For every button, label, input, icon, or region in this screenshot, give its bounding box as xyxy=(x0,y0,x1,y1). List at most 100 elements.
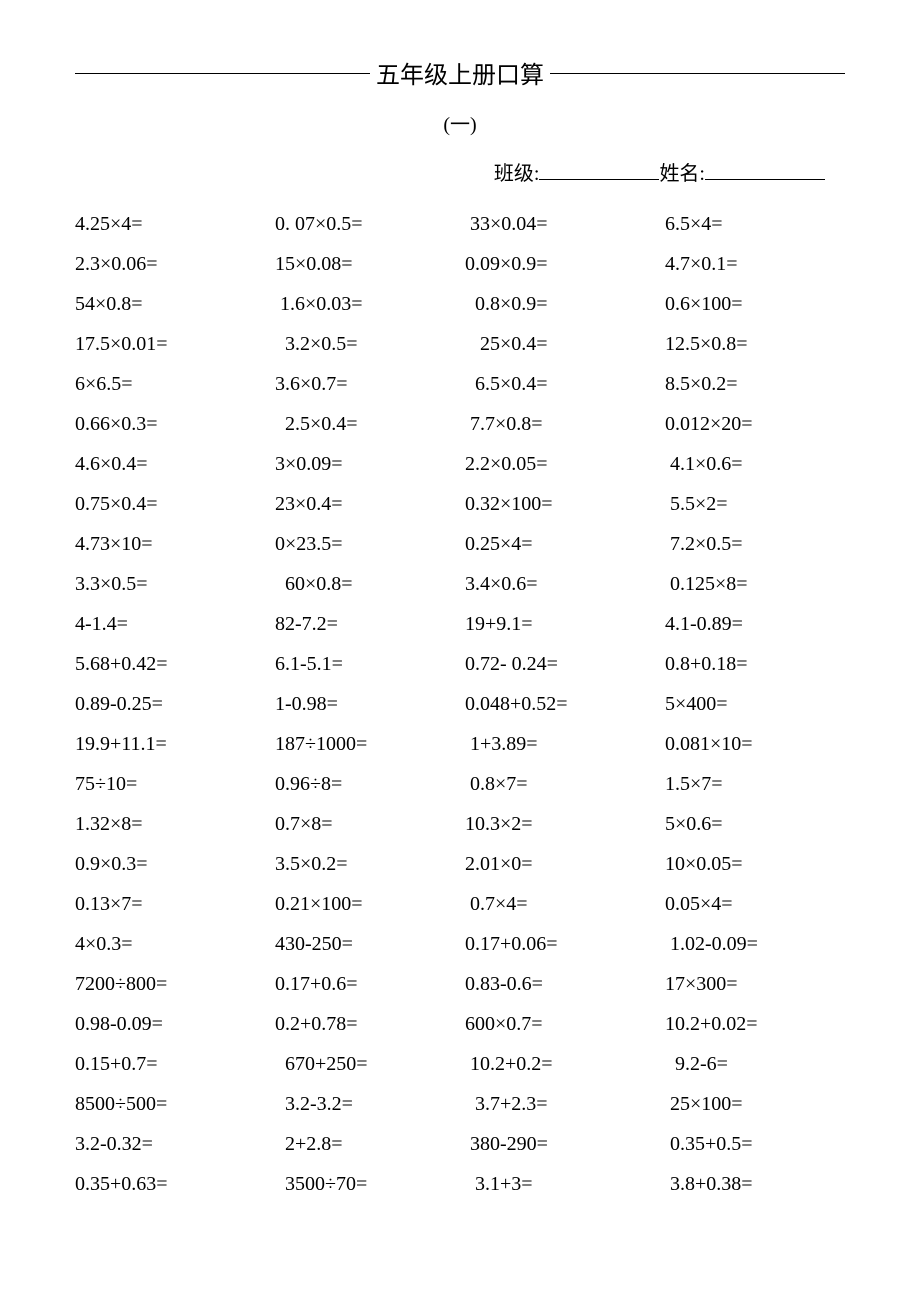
problem-row: 19.9+11.1=187÷1000= 1+3.89=0.081×10= xyxy=(75,724,845,764)
problem-cell: 0.8×7= xyxy=(465,764,665,804)
problem-cell: 19+9.1= xyxy=(465,604,665,644)
problem-cell: 0.6×100= xyxy=(665,284,845,324)
problem-row: 0.13×7=0.21×100= 0.7×4=0.05×4= xyxy=(75,884,845,924)
problem-cell: 0.081×10= xyxy=(665,724,845,764)
problem-cell: 25×0.4= xyxy=(465,324,665,364)
problem-cell: 1-0.98= xyxy=(275,684,465,724)
problem-cell: 0.05×4= xyxy=(665,884,845,924)
class-blank xyxy=(539,159,659,180)
problem-cell: 2+2.8= xyxy=(275,1124,465,1164)
problem-cell: 60×0.8= xyxy=(275,564,465,604)
problem-cell: 0.25×4= xyxy=(465,524,665,564)
problem-cell: 600×0.7= xyxy=(465,1004,665,1044)
problem-cell: 4.1×0.6= xyxy=(665,444,845,484)
problem-cell: 2.01×0= xyxy=(465,844,665,884)
problem-cell: 1.5×7= xyxy=(665,764,845,804)
problem-cell: 1+3.89= xyxy=(465,724,665,764)
problem-cell: 3.8+0.38= xyxy=(665,1164,845,1204)
class-label: 班级: xyxy=(494,157,540,186)
problems-grid: 4.25×4=0. 07×0.5= 33×0.04=6.5×4=2.3×0.06… xyxy=(75,204,845,1204)
worksheet-page: 五年级上册口算 (一) 班级: 姓名: 4.25×4=0. 07×0.5= 33… xyxy=(0,0,920,1244)
problem-cell: 10.2+0.02= xyxy=(665,1004,845,1044)
problem-cell: 17.5×0.01= xyxy=(75,324,275,364)
problem-cell: 0.15+0.7= xyxy=(75,1044,275,1084)
problem-cell: 3.7+2.3= xyxy=(465,1084,665,1124)
problem-row: 17.5×0.01= 3.2×0.5= 25×0.4=12.5×0.8= xyxy=(75,324,845,364)
problem-cell: 10.3×2= xyxy=(465,804,665,844)
problem-cell: 0.35+0.5= xyxy=(665,1124,845,1164)
problem-row: 0.98-0.09=0.2+0.78=600×0.7=10.2+0.02= xyxy=(75,1004,845,1044)
problem-cell: 3.3×0.5= xyxy=(75,564,275,604)
problem-cell: 3.4×0.6= xyxy=(465,564,665,604)
problem-cell: 4-1.4= xyxy=(75,604,275,644)
problem-cell: 3.1+3= xyxy=(465,1164,665,1204)
title-rule-right xyxy=(550,72,845,74)
problem-cell: 1.32×8= xyxy=(75,804,275,844)
problem-cell: 3.2-0.32= xyxy=(75,1124,275,1164)
problem-cell: 8.5×0.2= xyxy=(665,364,845,404)
problem-row: 4.25×4=0. 07×0.5= 33×0.04=6.5×4= xyxy=(75,204,845,244)
problem-cell: 0.125×8= xyxy=(665,564,845,604)
header-fields: 班级: 姓名: xyxy=(75,157,845,186)
problem-cell: 0.17+0.06= xyxy=(465,924,665,964)
problem-cell: 12.5×0.8= xyxy=(665,324,845,364)
problem-row: 3.3×0.5= 60×0.8=3.4×0.6= 0.125×8= xyxy=(75,564,845,604)
problem-cell: 6×6.5= xyxy=(75,364,275,404)
problem-row: 6×6.5=3.6×0.7= 6.5×0.4=8.5×0.2= xyxy=(75,364,845,404)
problem-cell: 4.73×10= xyxy=(75,524,275,564)
problem-row: 8500÷500= 3.2-3.2= 3.7+2.3= 25×100= xyxy=(75,1084,845,1124)
problem-cell: 6.5×0.4= xyxy=(465,364,665,404)
problem-cell: 25×100= xyxy=(665,1084,845,1124)
problem-cell: 0.7×4= xyxy=(465,884,665,924)
problem-cell: 8500÷500= xyxy=(75,1084,275,1124)
problem-cell: 3.5×0.2= xyxy=(275,844,465,884)
problem-cell: 7.2×0.5= xyxy=(665,524,845,564)
problem-cell: 0.75×0.4= xyxy=(75,484,275,524)
problem-cell: 4.6×0.4= xyxy=(75,444,275,484)
problem-row: 7200÷800=0.17+0.6=0.83-0.6=17×300= xyxy=(75,964,845,1004)
problem-cell: 0. 07×0.5= xyxy=(275,204,465,244)
problem-cell: 5.5×2= xyxy=(665,484,845,524)
problem-cell: 2.2×0.05= xyxy=(465,444,665,484)
problem-row: 75÷10=0.96÷8= 0.8×7=1.5×7= xyxy=(75,764,845,804)
problem-cell: 3.2-3.2= xyxy=(275,1084,465,1124)
name-label: 姓名: xyxy=(659,157,705,186)
problem-row: 54×0.8= 1.6×0.03= 0.8×0.9=0.6×100= xyxy=(75,284,845,324)
problem-cell: 2.3×0.06= xyxy=(75,244,275,284)
problem-cell: 0.32×100= xyxy=(465,484,665,524)
problem-cell: 0.9×0.3= xyxy=(75,844,275,884)
problem-cell: 0.98-0.09= xyxy=(75,1004,275,1044)
problem-cell: 10.2+0.2= xyxy=(465,1044,665,1084)
problem-row: 5.68+0.42=6.1-5.1=0.72- 0.24=0.8+0.18= xyxy=(75,644,845,684)
problem-cell: 5×0.6= xyxy=(665,804,845,844)
problem-row: 0.66×0.3= 2.5×0.4= 7.7×0.8=0.012×20= xyxy=(75,404,845,444)
problem-cell: 9.2-6= xyxy=(665,1044,845,1084)
problem-cell: 3.2×0.5= xyxy=(275,324,465,364)
problem-cell: 19.9+11.1= xyxy=(75,724,275,764)
problem-row: 0.75×0.4=23×0.4=0.32×100= 5.5×2= xyxy=(75,484,845,524)
title-row: 五年级上册口算 xyxy=(75,55,845,90)
problem-cell: 0.012×20= xyxy=(665,404,845,444)
problem-cell: 0.17+0.6= xyxy=(275,964,465,1004)
problem-row: 2.3×0.06=15×0.08=0.09×0.9=4.7×0.1= xyxy=(75,244,845,284)
problem-cell: 10×0.05= xyxy=(665,844,845,884)
problem-cell: 4.7×0.1= xyxy=(665,244,845,284)
problem-cell: 82-7.2= xyxy=(275,604,465,644)
problem-cell: 5.68+0.42= xyxy=(75,644,275,684)
title-rule-left xyxy=(75,72,370,74)
subtitle: (一) xyxy=(75,108,845,137)
problem-cell: 187÷1000= xyxy=(275,724,465,764)
name-blank xyxy=(705,159,825,180)
problem-cell: 0.8+0.18= xyxy=(665,644,845,684)
problem-cell: 380-290= xyxy=(465,1124,665,1164)
problem-cell: 3500÷70= xyxy=(275,1164,465,1204)
problem-row: 4×0.3=430-250=0.17+0.06= 1.02-0.09= xyxy=(75,924,845,964)
problem-cell: 54×0.8= xyxy=(75,284,275,324)
problem-cell: 17×300= xyxy=(665,964,845,1004)
problem-cell: 23×0.4= xyxy=(275,484,465,524)
problem-row: 0.9×0.3=3.5×0.2=2.01×0=10×0.05= xyxy=(75,844,845,884)
problem-cell: 0.09×0.9= xyxy=(465,244,665,284)
problem-cell: 0.72- 0.24= xyxy=(465,644,665,684)
problem-row: 0.15+0.7= 670+250= 10.2+0.2= 9.2-6= xyxy=(75,1044,845,1084)
problem-cell: 0.21×100= xyxy=(275,884,465,924)
